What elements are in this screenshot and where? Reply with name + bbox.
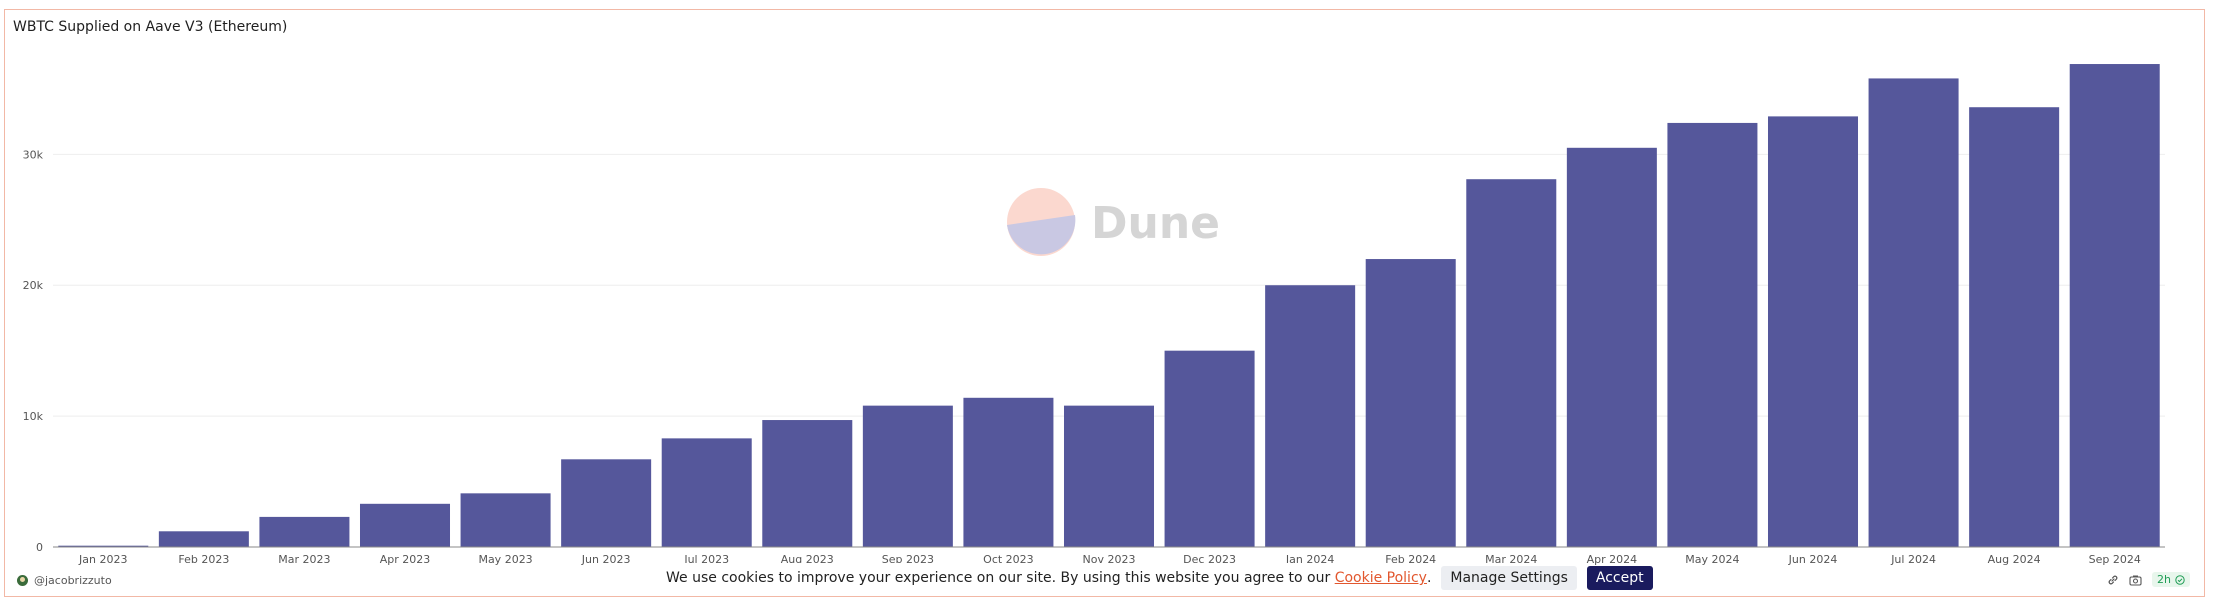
bar-chart: Dune 0 10k 20k 30k Jan 2023 Feb 2023 Mar 2023… [23, 64, 2165, 566]
bar-may-2024[interactable] [1667, 122, 1758, 548]
camera-icon[interactable] [2129, 574, 2142, 586]
chart-card: WBTC Supplied on Aave V3 (Ethereum) Dune… [4, 9, 2205, 597]
chart-title: WBTC Supplied on Aave V3 (Ethereum) [13, 19, 288, 35]
x-tick-label: Jan 2023 [78, 553, 127, 566]
author-name: @jacobrizzuto [34, 574, 112, 587]
y-tick-label: 20k [23, 279, 44, 292]
bar-mar-2023[interactable] [259, 516, 350, 547]
refresh-age-text: 2h [2157, 573, 2171, 586]
x-tick-label: Jan 2024 [1285, 553, 1334, 566]
manage-settings-button[interactable]: Manage Settings [1441, 566, 1577, 590]
cookie-banner: We use cookies to improve your experienc… [650, 563, 1653, 593]
x-tick-label: Mar 2024 [1485, 553, 1537, 566]
bar-jan-2023[interactable] [58, 545, 149, 547]
y-tick-label: 10k [23, 410, 44, 423]
x-tick-label: Jun 2024 [1788, 553, 1838, 566]
x-tick-label: Dec 2023 [1183, 553, 1236, 566]
cookie-text-end: . [1426, 570, 1432, 586]
x-tick-label: Jul 2024 [1890, 553, 1936, 566]
y-tick-label: 0 [36, 541, 43, 554]
bar-jul-2023[interactable] [661, 438, 752, 547]
x-tick-label: May 2024 [1685, 553, 1739, 566]
dune-watermark: Dune [1007, 188, 1220, 256]
bar-jul-2024[interactable] [1868, 78, 1959, 547]
bar-jun-2024[interactable] [1767, 116, 1859, 547]
refresh-age-badge: 2h [2152, 572, 2190, 587]
bar-apr-2024[interactable] [1566, 147, 1657, 547]
bar-aug-2023[interactable] [762, 420, 853, 547]
footer-actions: 2h [2107, 572, 2190, 587]
x-tick-label: Feb 2024 [1385, 553, 1436, 566]
x-tick-label: Sep 2023 [882, 553, 934, 566]
x-tick-label: Jun 2023 [581, 553, 631, 566]
bar-jun-2023[interactable] [561, 459, 652, 547]
x-tick-label: Aug 2024 [1988, 553, 2041, 566]
x-tick-label: Sep 2024 [2089, 553, 2141, 566]
x-tick-label: Apr 2024 [1587, 553, 1638, 566]
x-tick-label: Nov 2023 [1083, 553, 1136, 566]
cookie-policy-link[interactable]: Cookie Policy [1334, 570, 1427, 586]
x-tick-label: Feb 2023 [178, 553, 229, 566]
bar-sep-2023[interactable] [862, 405, 953, 547]
x-tick-label: Jul 2023 [683, 553, 729, 566]
bar-may-2023[interactable] [460, 493, 551, 547]
bar-feb-2023[interactable] [158, 531, 249, 547]
bar-feb-2024[interactable] [1365, 259, 1456, 547]
bar-jan-2024[interactable] [1265, 285, 1356, 547]
x-tick-label: Oct 2023 [983, 553, 1034, 566]
x-tick-label: Mar 2023 [278, 553, 330, 566]
author-avatar [17, 575, 28, 586]
bar-sep-2024[interactable] [2069, 64, 2160, 547]
accept-cookies-button[interactable]: Accept [1586, 566, 1653, 590]
link-icon[interactable] [2107, 574, 2119, 586]
bar-oct-2023[interactable] [963, 397, 1054, 547]
check-circle-icon [2175, 574, 2185, 585]
bar-mar-2024[interactable] [1466, 179, 1557, 547]
bar-dec-2023[interactable] [1164, 350, 1255, 547]
bar-nov-2023[interactable] [1063, 405, 1155, 547]
bar-apr-2023[interactable] [359, 503, 451, 547]
x-tick-label: May 2023 [478, 553, 532, 566]
x-tick-label: Aug 2023 [781, 553, 834, 566]
bar-aug-2024[interactable] [1969, 107, 2060, 548]
y-tick-label: 30k [23, 148, 44, 161]
author-attribution[interactable]: @jacobrizzuto [17, 574, 112, 587]
cookie-text: We use cookies to improve your experienc… [666, 570, 1331, 586]
watermark-text: Dune [1091, 198, 1220, 249]
x-tick-label: Apr 2023 [380, 553, 431, 566]
